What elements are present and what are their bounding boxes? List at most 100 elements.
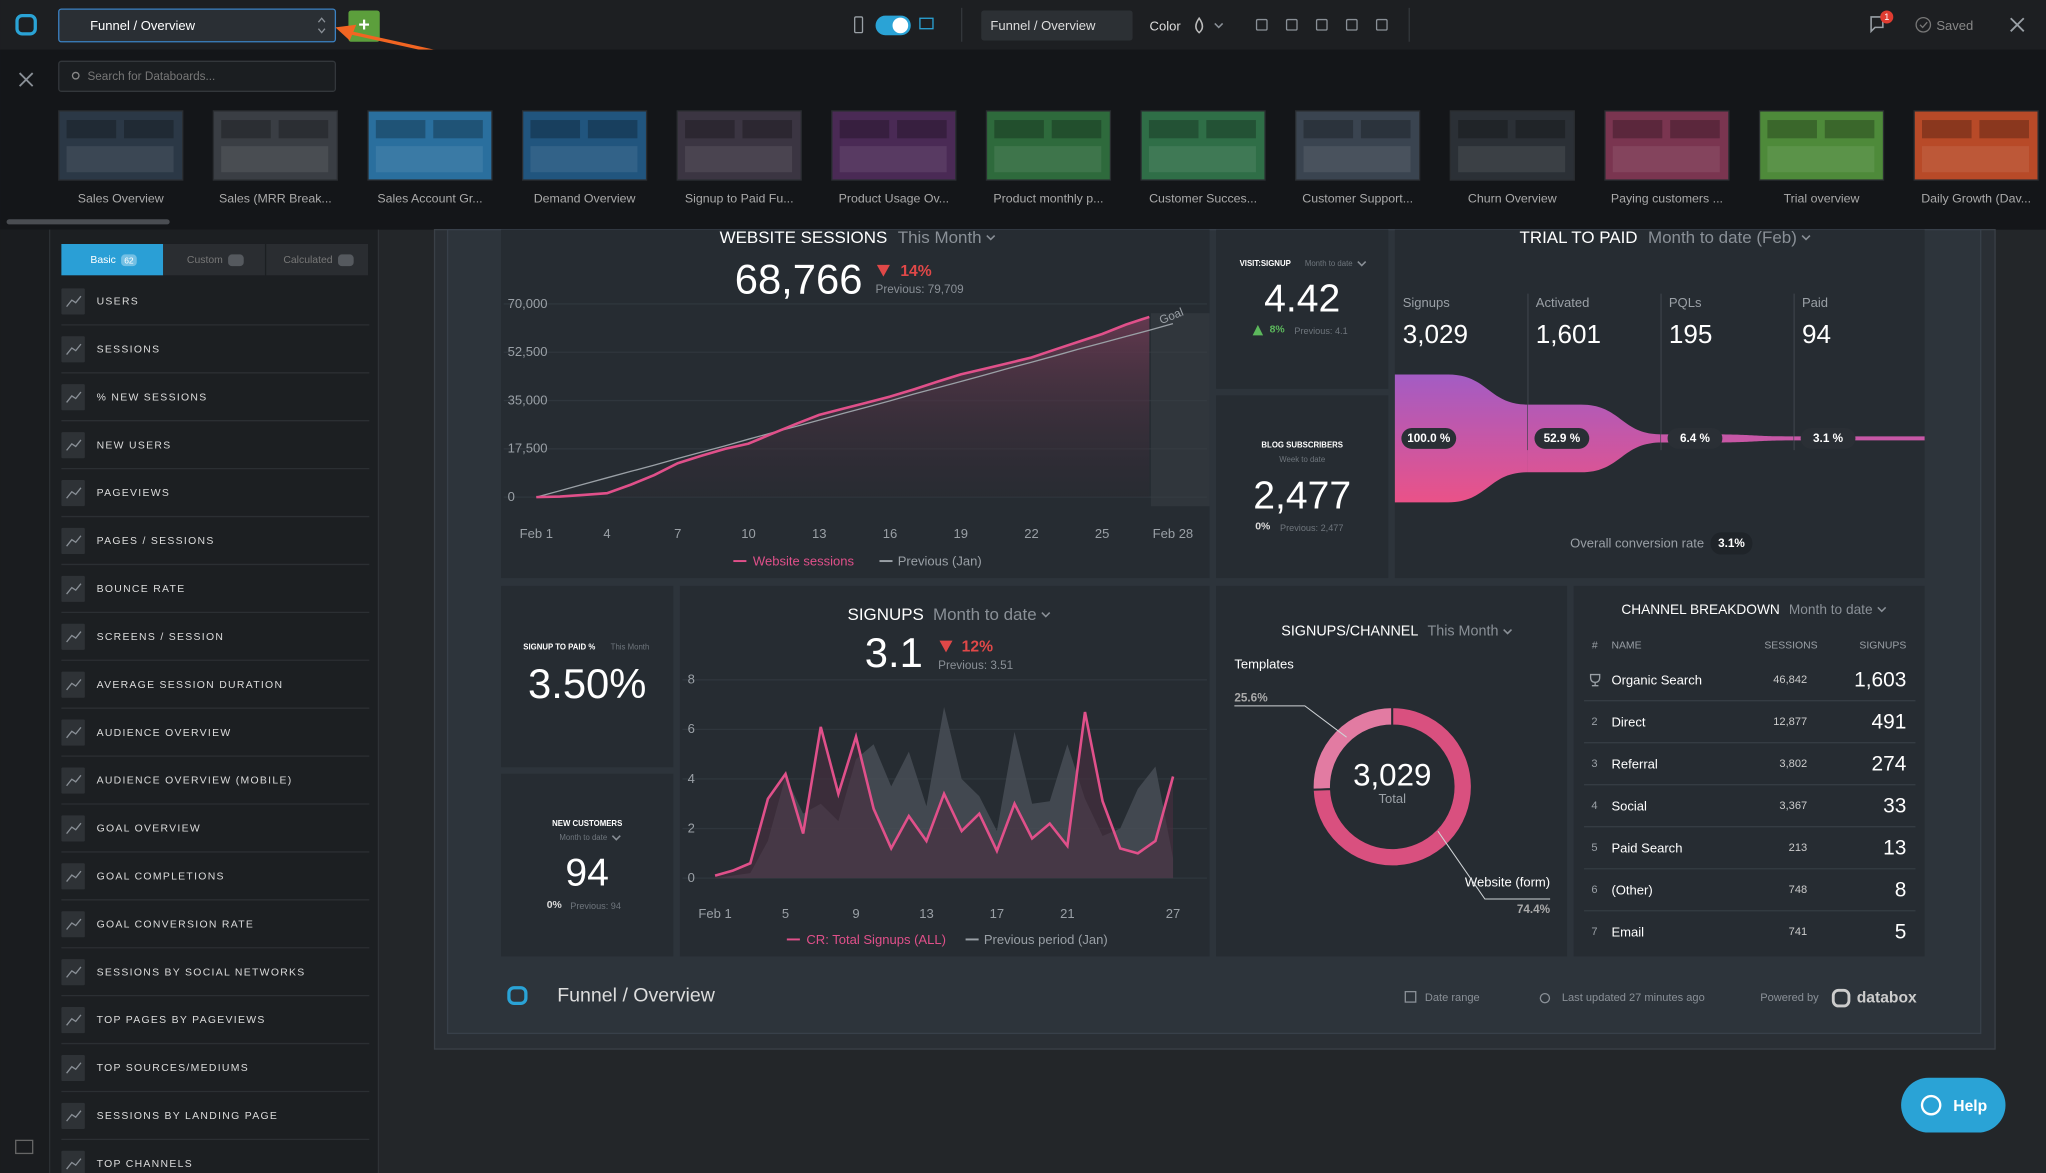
metric-icon-glyph — [66, 487, 82, 499]
template-name[interactable]: Customer Support... — [1302, 191, 1413, 205]
metric-item[interactable]: PAGES / SESSIONS — [97, 536, 215, 547]
x-tick-label: Feb 28 — [1153, 526, 1194, 541]
metric-item[interactable]: GOAL OVERVIEW — [97, 824, 201, 835]
kpi-value: 94 — [565, 851, 609, 894]
thumbnail-detail — [839, 120, 890, 139]
donut-total: 3,029 — [1353, 758, 1431, 793]
metric-item[interactable]: TOP SOURCES/MEDIUMS — [97, 1063, 249, 1074]
template-thumbnail[interactable] — [985, 110, 1112, 181]
template-thumbnail[interactable] — [1913, 110, 2039, 181]
toolbar-icon[interactable] — [1315, 18, 1328, 31]
x-tick-label: 13 — [919, 906, 934, 921]
template-thumbnail[interactable] — [1140, 110, 1266, 181]
x-tick-label: 13 — [812, 526, 827, 541]
x-tick-label: 5 — [782, 906, 789, 921]
search-box[interactable] — [58, 60, 337, 92]
y-tick-label: 2 — [688, 820, 695, 835]
brand-name: databox — [1857, 990, 1917, 1007]
metric-item[interactable]: SESSIONS — [97, 344, 161, 355]
help-label[interactable]: Help — [1953, 1098, 1987, 1115]
template-thumbnail[interactable] — [1295, 110, 1421, 181]
row-name: Email — [1611, 924, 1644, 939]
console-icon[interactable] — [15, 1139, 34, 1155]
template-thumbnail[interactable] — [1758, 110, 1885, 181]
desktop-view-icon[interactable] — [919, 17, 934, 30]
metric-item[interactable]: BOUNCE RATE — [97, 584, 186, 595]
template-name[interactable]: Customer Succes... — [1149, 191, 1257, 205]
template-name[interactable]: Product monthly p... — [993, 191, 1103, 205]
toolbar-icon[interactable] — [1345, 18, 1358, 31]
metric-item[interactable]: AVERAGE SESSION DURATION — [97, 680, 284, 691]
close-panel-icon[interactable] — [18, 72, 34, 87]
help-button[interactable] — [1901, 1077, 2006, 1133]
thumbnail-detail — [839, 146, 947, 173]
row-rank: 6 — [1591, 884, 1597, 896]
template-name[interactable]: Sales (MRR Break... — [219, 191, 332, 205]
template-name[interactable]: Demand Overview — [534, 191, 636, 205]
metric-item[interactable]: TOP PAGES BY PAGEVIEWS — [97, 1015, 266, 1026]
leader-line — [1437, 830, 1551, 900]
metric-item[interactable]: GOAL CONVERSION RATE — [97, 919, 255, 930]
thumbnail-detail — [530, 120, 581, 139]
metric-item[interactable]: AUDIENCE OVERVIEW — [97, 728, 232, 739]
widget-title: NEW CUSTOMERS — [552, 819, 622, 828]
date-range[interactable]: Date range — [1425, 992, 1480, 1004]
metric-item[interactable]: NEW USERS — [97, 440, 172, 451]
widget-period: This Month — [1427, 624, 1498, 640]
widget-title: SIGNUPS — [848, 605, 924, 624]
kpi-value: 68,766 — [735, 256, 863, 303]
thumbnail-detail — [742, 120, 793, 139]
template-name[interactable]: Sales Overview — [78, 191, 164, 205]
toolbar-icon[interactable] — [1285, 18, 1298, 31]
template-name[interactable]: Churn Overview — [1468, 191, 1557, 205]
metric-icon-glyph — [66, 870, 82, 882]
template-name[interactable]: Product Usage Ov... — [839, 191, 950, 205]
toolbar-icon[interactable] — [1375, 18, 1388, 31]
row-signups: 5 — [1895, 920, 1907, 943]
metric-icon-glyph — [66, 391, 82, 403]
y-tick-label: 17,500 — [508, 441, 548, 456]
stage-count: 1,601 — [1536, 319, 1601, 349]
metric-item[interactable]: SESSIONS BY SOCIAL NETWORKS — [97, 967, 306, 978]
kpi-change: 14% — [900, 263, 931, 280]
template-thumbnail[interactable] — [1604, 110, 1730, 181]
metric-item[interactable]: SESSIONS BY LANDING PAGE — [97, 1111, 279, 1122]
toolbar-icon[interactable] — [1255, 18, 1268, 31]
template-thumbnail[interactable] — [1449, 110, 1575, 181]
metric-item[interactable]: GOAL COMPLETIONS — [97, 871, 225, 882]
template-name[interactable]: Paying customers ... — [1611, 191, 1723, 205]
template-name[interactable]: Trial overview — [1784, 191, 1860, 205]
y-tick-label: 0 — [688, 870, 695, 885]
template-thumbnail[interactable] — [58, 110, 184, 181]
name-field[interactable] — [981, 10, 1133, 41]
mobile-view-icon[interactable] — [854, 16, 864, 34]
segment-name: Templates — [1234, 657, 1294, 672]
template-thumbnail[interactable] — [521, 110, 648, 181]
template-name[interactable]: Daily Growth (Dav... — [1921, 191, 2031, 205]
metric-item[interactable]: SCREENS / SESSION — [97, 632, 225, 643]
dashboard-select[interactable] — [58, 8, 337, 43]
color-drop-icon[interactable] — [1195, 16, 1204, 34]
row-sessions: 12,877 — [1773, 716, 1807, 728]
metric-item[interactable]: AUDIENCE OVERVIEW (MOBILE) — [97, 776, 293, 787]
metric-item[interactable]: % NEW SESSIONS — [97, 392, 208, 403]
metric-item[interactable]: PAGEVIEWS — [97, 488, 171, 499]
close-icon[interactable] — [2010, 17, 2025, 32]
dropdown-chevron — [1801, 234, 1811, 241]
template-name[interactable]: Sales Account Gr... — [377, 191, 482, 205]
template-name[interactable]: Signup to Paid Fu... — [685, 191, 794, 205]
metric-item[interactable]: USERS — [97, 297, 139, 308]
footer-logo — [507, 986, 528, 1006]
kpi-previous: Previous: 94 — [570, 901, 621, 911]
percent-pill — [1401, 427, 1457, 449]
metric-tab[interactable] — [61, 243, 164, 276]
metric-tab[interactable] — [163, 243, 265, 276]
row-signups: 491 — [1872, 710, 1907, 733]
kpi-value: 3.1 — [865, 629, 923, 676]
metric-item[interactable]: TOP CHANNELS — [97, 1159, 193, 1170]
template-thumbnail[interactable] — [212, 110, 338, 181]
template-thumbnail[interactable] — [676, 110, 802, 181]
row-sessions: 3,802 — [1779, 758, 1807, 770]
template-thumbnail[interactable] — [831, 110, 957, 181]
template-thumbnail[interactable] — [367, 110, 493, 181]
